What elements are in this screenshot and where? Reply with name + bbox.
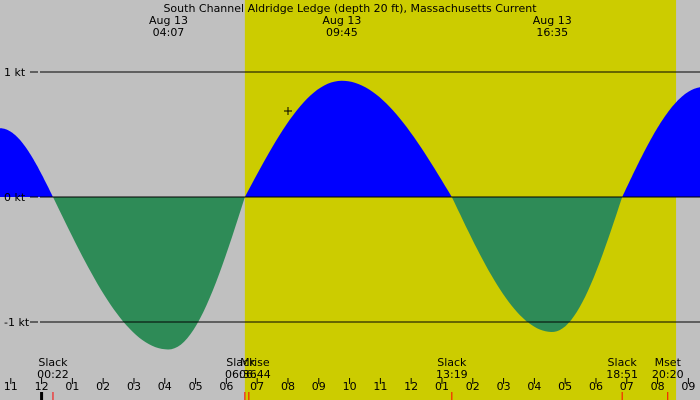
- x-tick-label: 04: [527, 380, 541, 393]
- x-tick-label: 12: [35, 380, 49, 393]
- ebb-current-area: [451, 197, 623, 332]
- x-tick-label: 07: [620, 380, 634, 393]
- x-tick-label: 09: [681, 380, 695, 393]
- current-area-layer: [0, 80, 700, 350]
- bottom-event-label: Slack: [226, 356, 256, 369]
- flood-current-area: [0, 128, 53, 197]
- x-tick-label: 12: [404, 380, 418, 393]
- x-tick-label: 01: [435, 380, 449, 393]
- top-event-time: 09:45: [326, 26, 358, 39]
- bottom-event-time: 06:36: [225, 368, 257, 381]
- x-tick-label: 05: [558, 380, 572, 393]
- bottom-event-time: 18:51: [606, 368, 638, 381]
- gridline-layer: [10, 71, 700, 400]
- x-tick-label: 07: [250, 380, 264, 393]
- bottom-event-label: Mrise: [240, 356, 270, 369]
- bottom-event-time: 20:20: [652, 368, 684, 381]
- x-tick-label: 05: [189, 380, 203, 393]
- top-event-time: 04:07: [153, 26, 185, 39]
- x-tick-label: 11: [4, 380, 18, 393]
- y-tick-label: -1 kt: [4, 316, 30, 329]
- bottom-event-label: Slack: [608, 356, 638, 369]
- top-event-time: 16:35: [536, 26, 568, 39]
- x-tick-label: 08: [651, 380, 665, 393]
- top-event-date: Aug 13: [533, 14, 572, 27]
- x-tick-label: 06: [589, 380, 603, 393]
- x-tick-label: 11: [373, 380, 387, 393]
- top-event-date: Aug 13: [149, 14, 188, 27]
- flood-current-area: [244, 80, 452, 197]
- x-tick-label: 02: [96, 380, 110, 393]
- flood-current-area: [622, 87, 700, 197]
- x-tick-label: 09: [312, 380, 326, 393]
- bottom-event-label: Mset: [655, 356, 682, 369]
- y-tick-label: 0 kt: [4, 191, 26, 204]
- bottom-event-label: Slack: [437, 356, 467, 369]
- bottom-event-time: 13:19: [436, 368, 468, 381]
- crest-marker: [284, 107, 292, 115]
- y-tick-label: 1 kt: [4, 66, 26, 79]
- x-tick-label: 03: [497, 380, 511, 393]
- x-tick-label: 06: [219, 380, 233, 393]
- chart-title: South Channel Aldridge Ledge (depth 20 f…: [163, 2, 537, 15]
- bottom-event-label: Slack: [38, 356, 68, 369]
- bottom-event-time: 06:44: [239, 368, 271, 381]
- x-tick-label: 02: [466, 380, 480, 393]
- x-tick-label: 10: [343, 380, 357, 393]
- x-tick-label: 04: [158, 380, 172, 393]
- x-tick-label: 03: [127, 380, 141, 393]
- x-tick-label: 08: [281, 380, 295, 393]
- ebb-current-area: [53, 197, 245, 350]
- top-event-date: Aug 13: [322, 14, 361, 27]
- bottom-event-time: 00:22: [37, 368, 69, 381]
- x-tick-label: 01: [65, 380, 79, 393]
